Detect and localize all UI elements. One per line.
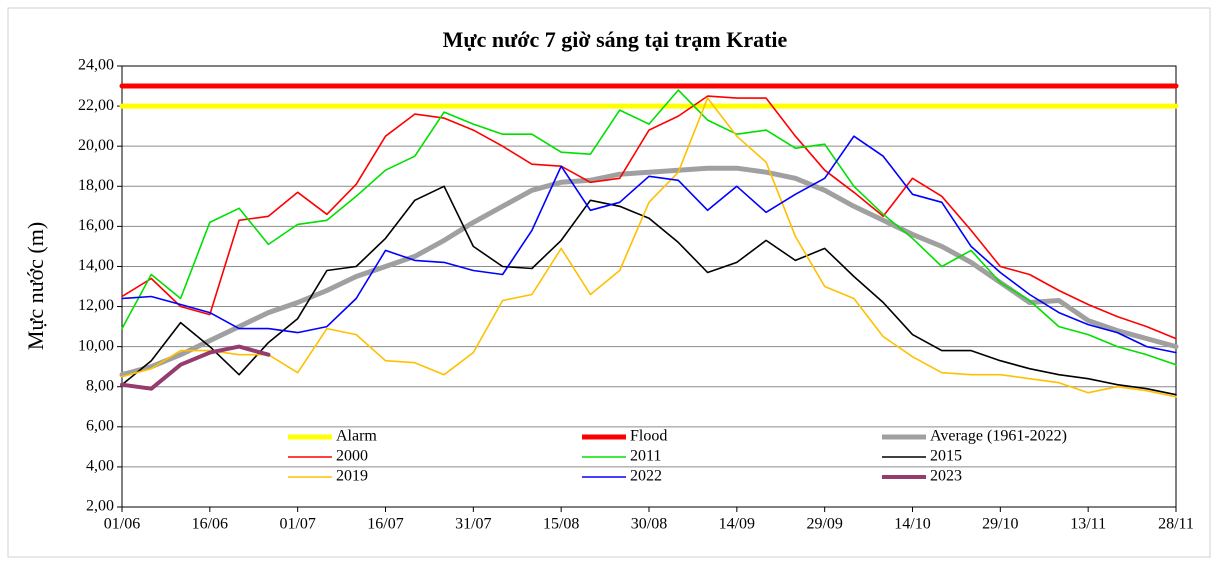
x-tick-label: 28/11 — [1158, 516, 1194, 533]
x-tick-label: 13/11 — [1070, 516, 1106, 533]
x-tick-label: 14/09 — [719, 516, 755, 533]
y-tick-label: 12,00 — [78, 297, 114, 314]
x-tick-label: 15/08 — [543, 516, 579, 533]
legend-label: Alarm — [336, 428, 377, 445]
legend-label: 2011 — [630, 448, 661, 465]
x-tick-label: 31/07 — [455, 516, 491, 533]
x-tick-label: 16/07 — [367, 516, 403, 533]
series-line — [121, 97, 1177, 398]
legend-label: 2000 — [336, 448, 368, 465]
x-tick-label: 29/10 — [982, 516, 1018, 533]
y-tick-label: 16,00 — [78, 217, 114, 234]
legend-label: Average (1961-2022) — [930, 428, 1067, 445]
legend-label: 2019 — [336, 468, 368, 485]
x-tick-label: 01/06 — [104, 516, 140, 533]
series-line — [121, 95, 1177, 340]
series-line — [121, 185, 1177, 396]
chart-title: Mực nước 7 giờ sáng tại trạm Kratie — [443, 27, 788, 52]
series-line — [121, 135, 1177, 354]
legend-label: Flood — [630, 428, 667, 445]
chart-frame — [7, 7, 1211, 558]
x-tick-label: 16/06 — [192, 516, 228, 533]
y-tick-label: 22,00 — [78, 97, 114, 114]
y-axis-label: Mực nước (m) — [23, 222, 48, 350]
y-tick-label: 8,00 — [86, 377, 114, 394]
y-tick-label: 20,00 — [78, 137, 114, 154]
x-tick-label: 30/08 — [631, 516, 667, 533]
y-tick-label: 18,00 — [78, 177, 114, 194]
legend-label: 2023 — [930, 468, 962, 485]
x-tick-label: 29/09 — [806, 516, 842, 533]
series-line — [121, 89, 1177, 366]
y-tick-label: 10,00 — [78, 337, 114, 354]
y-tick-label: 6,00 — [86, 417, 114, 434]
y-tick-label: 2,00 — [86, 498, 114, 515]
x-tick-label: 14/10 — [894, 516, 930, 533]
y-tick-label: 14,00 — [78, 257, 114, 274]
y-tick-label: 4,00 — [86, 458, 114, 475]
series-line — [120, 344, 271, 391]
legend-label: 2022 — [630, 468, 662, 485]
legend-label: 2015 — [930, 448, 962, 465]
x-tick-label: 01/07 — [279, 516, 315, 533]
y-tick-label: 24,00 — [78, 57, 114, 74]
